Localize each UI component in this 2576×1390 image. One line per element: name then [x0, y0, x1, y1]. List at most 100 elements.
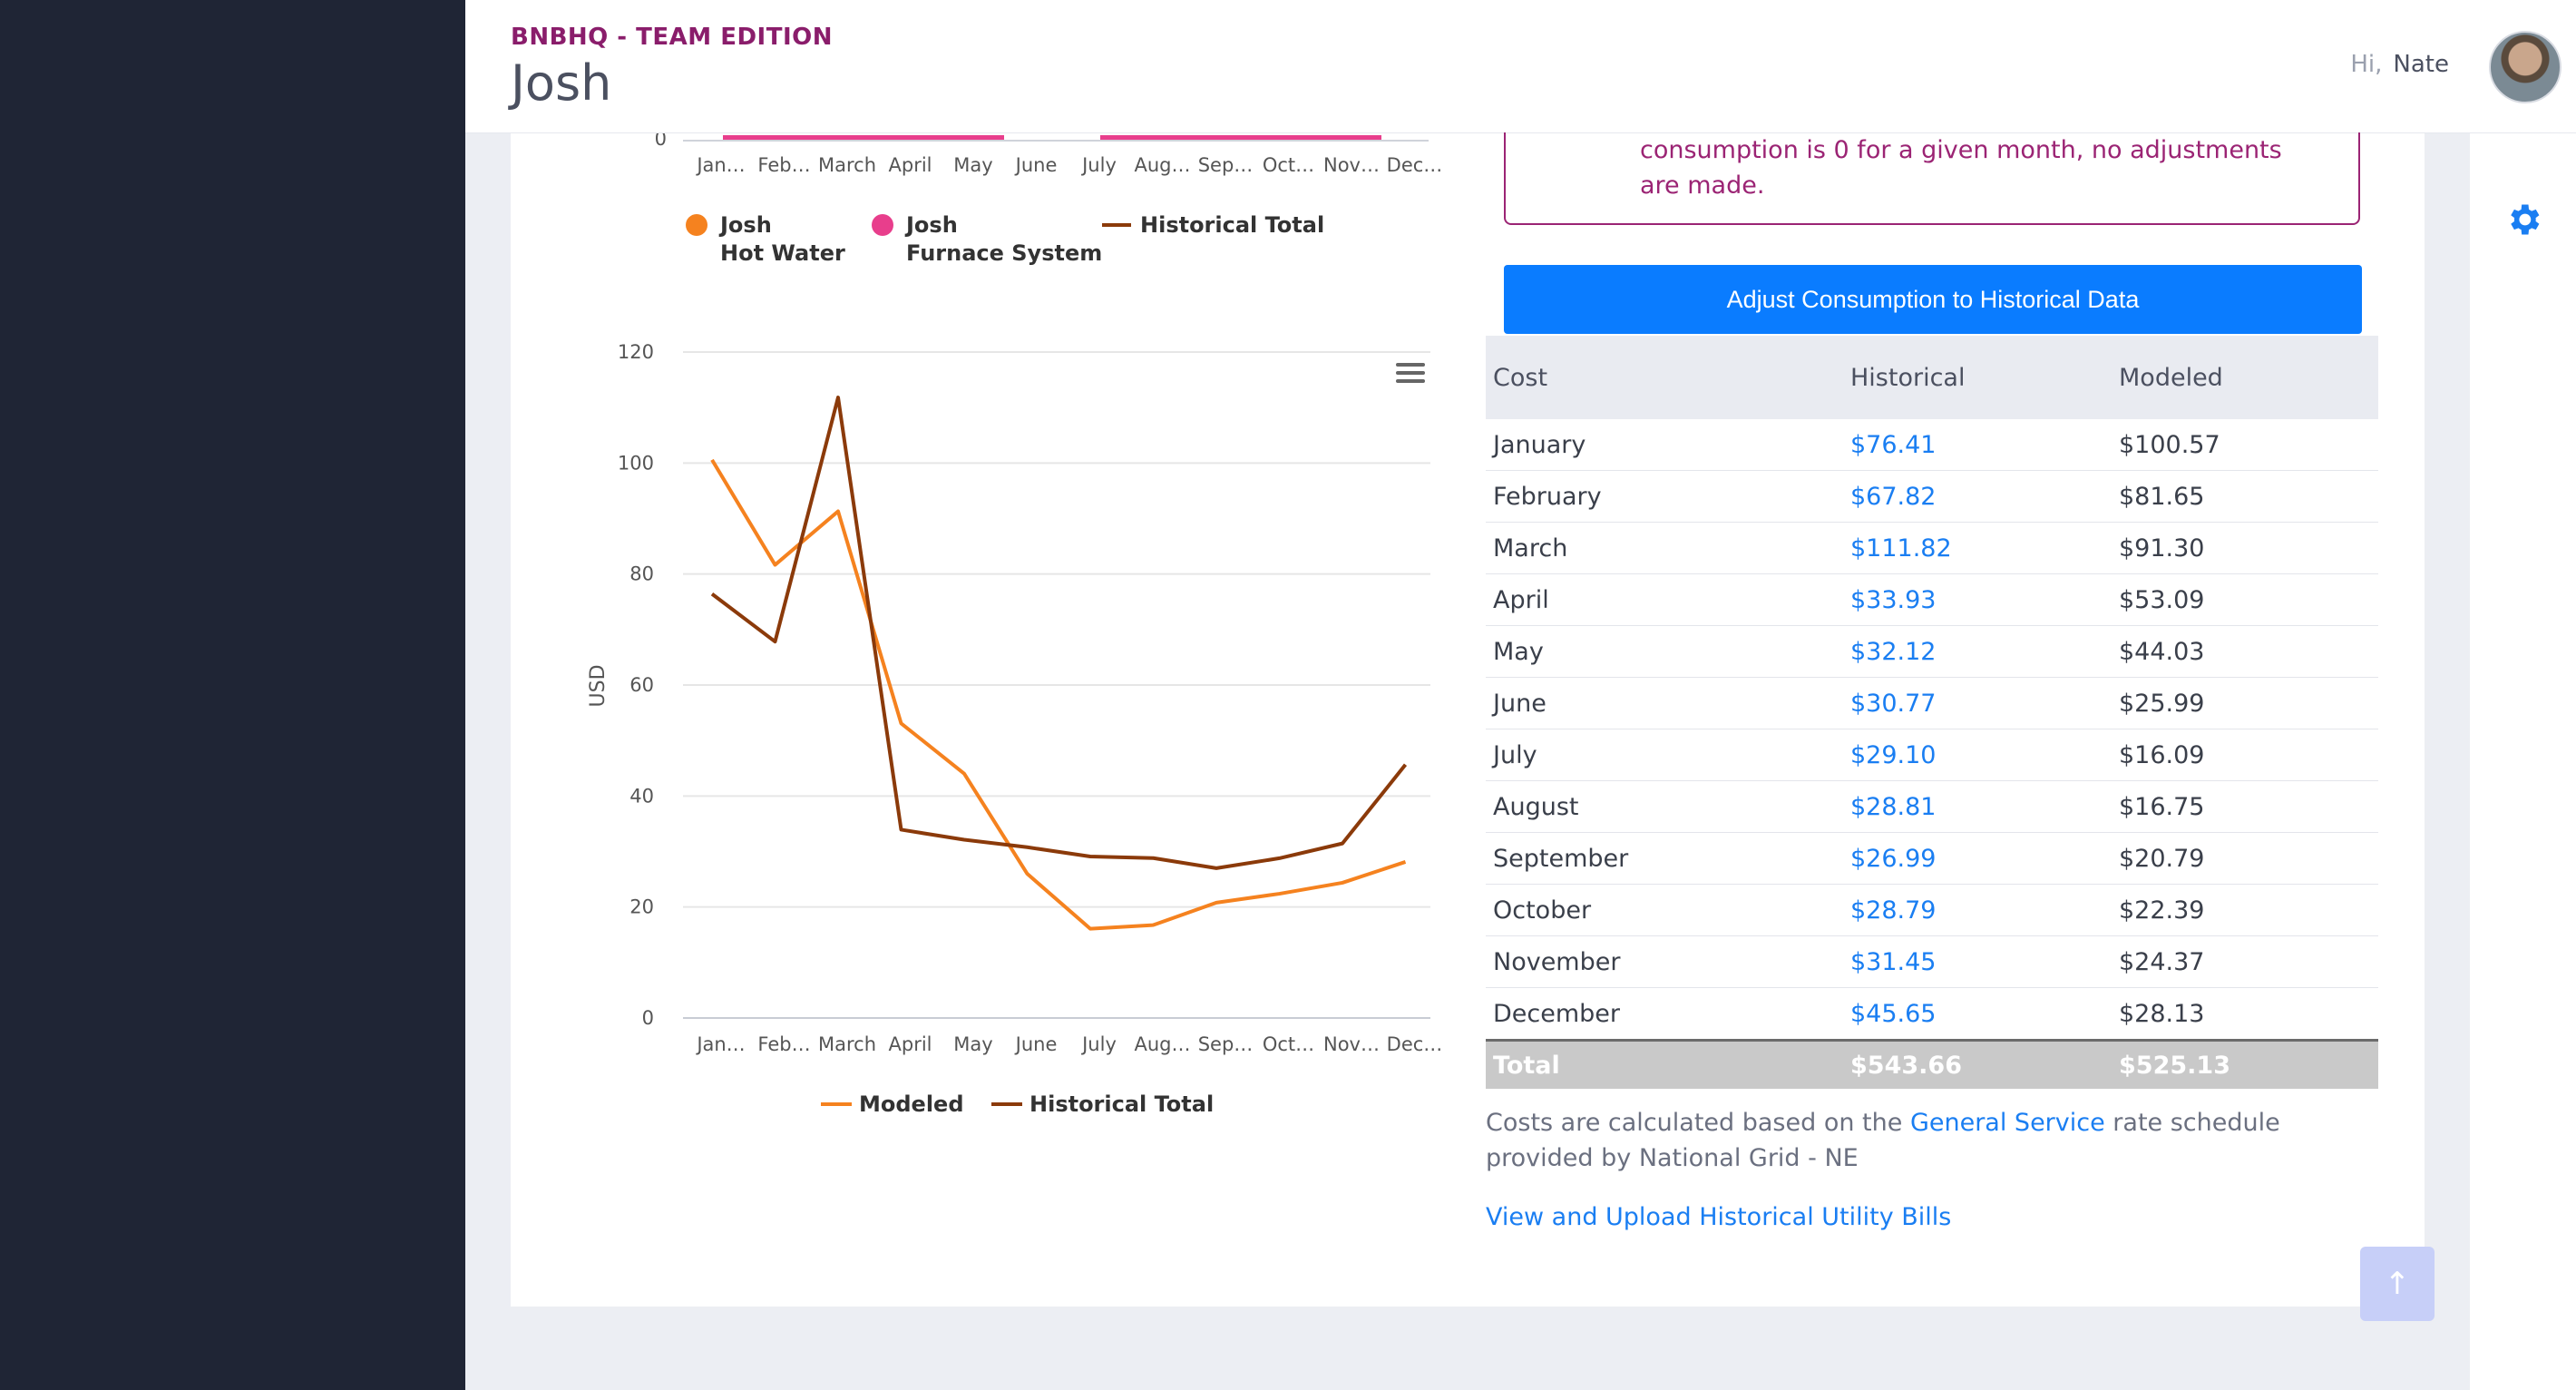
table-cell-month: April	[1486, 573, 1843, 626]
cost-table-body: January $76.41 $100.57 February $67.82 $81.65…	[1486, 419, 2378, 1089]
top-chart-x-label: Oct…	[1263, 154, 1314, 176]
table-cell-historical[interactable]: $67.82	[1843, 470, 2112, 523]
gear-icon[interactable]	[2503, 200, 2543, 240]
scroll-to-top-button[interactable]: ↑	[2360, 1247, 2435, 1321]
top-chart-x-label: March	[818, 154, 876, 176]
total-historical: $543.66	[1843, 1039, 2112, 1089]
table-cell-historical[interactable]: $28.81	[1843, 780, 2112, 833]
table-row: June $30.77 $25.99	[1486, 677, 2378, 729]
total-modeled: $525.13	[2112, 1039, 2378, 1089]
table-row: May $32.12 $44.03	[1486, 625, 2378, 678]
user-name: Nate	[2393, 51, 2449, 78]
table-cell-historical[interactable]: $30.77	[1843, 677, 2112, 729]
series-line	[710, 458, 1407, 931]
table-row: September $26.99 $20.79	[1486, 832, 2378, 885]
y-tick-label: 120	[618, 341, 654, 363]
x-tick-label: Dec…	[1387, 1033, 1443, 1055]
top-chart-x-label: Sep…	[1198, 154, 1254, 176]
footnote-prefix: Costs are calculated based on the	[1486, 1109, 1910, 1137]
series-line	[710, 396, 1408, 870]
y-axis-ticks: 0 20 40 60 80 100 120	[618, 341, 654, 1029]
table-cell-historical[interactable]: $26.99	[1843, 832, 2112, 885]
top-chart-x-label: Feb…	[757, 154, 810, 176]
chart-legend[interactable]: Modeled Historical Total	[821, 1091, 1214, 1117]
x-tick-label: Oct…	[1263, 1033, 1314, 1055]
chart-series	[710, 396, 1408, 931]
table-cell-modeled: $16.75	[2112, 780, 2378, 833]
table-cell-historical[interactable]: $31.45	[1843, 935, 2112, 988]
table-cell-month: November	[1486, 935, 1843, 988]
table-cell-month: March	[1486, 522, 1843, 574]
view-upload-bills-link[interactable]: View and Upload Historical Utility Bills	[1486, 1203, 1952, 1231]
table-cell-modeled: $91.30	[2112, 522, 2378, 574]
table-cell-modeled: $100.57	[2112, 419, 2378, 471]
table-row: August $28.81 $16.75	[1486, 780, 2378, 833]
x-tick-label: Jan…	[695, 1033, 745, 1055]
x-tick-label: May	[953, 1033, 992, 1055]
table-row: April $33.93 $53.09	[1486, 573, 2378, 626]
table-cell-modeled: $20.79	[2112, 832, 2378, 885]
general-service-link[interactable]: General Service	[1909, 1109, 2105, 1137]
table-cell-month: September	[1486, 832, 1843, 885]
table-header-modeled: Modeled	[2112, 336, 2378, 419]
x-tick-label: March	[818, 1033, 876, 1055]
table-cell-modeled: $28.13	[2112, 987, 2378, 1041]
table-cell-historical[interactable]: $76.41	[1843, 419, 2112, 471]
x-tick-label: Feb…	[757, 1033, 810, 1055]
legend-label: Josh	[718, 212, 772, 238]
legend-label: Modeled	[859, 1091, 964, 1117]
legend-label: Historical Total	[1029, 1091, 1214, 1117]
notice-box: consumption is 0 for a given month, no a…	[1504, 132, 2360, 225]
table-cell-historical[interactable]: $28.79	[1843, 884, 2112, 936]
table-cell-historical[interactable]: $29.10	[1843, 729, 2112, 781]
total-label: Total	[1486, 1039, 1843, 1089]
top-bar: BNBHQ - TEAM EDITION Josh Hi, Nate	[465, 0, 2576, 133]
avatar[interactable]	[2489, 31, 2561, 103]
top-chart-x-label: Dec…	[1387, 154, 1443, 176]
table-cell-month: October	[1486, 884, 1843, 936]
top-chart-bar	[723, 135, 1004, 140]
table-cell-historical[interactable]: $33.93	[1843, 573, 2112, 626]
table-cell-month: December	[1486, 987, 1843, 1041]
legend-marker	[686, 214, 707, 236]
legend-item[interactable]: Modeled	[821, 1091, 964, 1117]
table-cell-modeled: $81.65	[2112, 470, 2378, 523]
footnote-suffix: rate schedule provided by National Grid …	[1486, 1109, 2280, 1172]
table-cell-modeled: $16.09	[2112, 729, 2378, 781]
user-greeting[interactable]: Hi, Nate	[2350, 51, 2449, 78]
top-chart-x-label: July	[1080, 154, 1117, 176]
table-cell-modeled: $44.03	[2112, 625, 2378, 678]
top-chart-x-label: Jan…	[695, 154, 745, 176]
table-row: July $29.10 $16.09	[1486, 729, 2378, 781]
sidebar	[0, 0, 465, 1390]
table-row: October $28.79 $22.39	[1486, 884, 2378, 936]
table-cell-historical[interactable]: $45.65	[1843, 987, 2112, 1041]
table-row: January $76.41 $100.57	[1486, 419, 2378, 471]
table-cell-month: February	[1486, 470, 1843, 523]
top-chart-x-label: April	[889, 154, 932, 176]
legend-item[interactable]: Historical Total	[991, 1091, 1214, 1117]
legend-label: Historical Total	[1140, 212, 1324, 238]
y-tick-label: 80	[629, 563, 654, 585]
chart-grid	[683, 351, 1430, 1019]
x-axis-labels: Jan… Feb… March April May June July Aug… Sep… Oct…	[695, 1033, 1442, 1055]
top-chart-x-label: May	[953, 154, 992, 176]
hamburger-menu-icon[interactable]	[1396, 363, 1425, 383]
adjust-consumption-button[interactable]: Adjust Consumption to Historical Data	[1504, 265, 2362, 334]
table-cell-modeled: $25.99	[2112, 677, 2378, 729]
arrow-up-icon: ↑	[2384, 1266, 2411, 1302]
table-header-cost: Cost	[1486, 336, 1843, 419]
table-cell-historical[interactable]: $32.12	[1843, 625, 2112, 678]
y-tick-label: 100	[618, 452, 654, 474]
top-legend-item[interactable]: Historical Total	[1102, 212, 1324, 238]
table-cell-month: August	[1486, 780, 1843, 833]
table-row: December $45.65 $28.13	[1486, 987, 2378, 1041]
table-cell-historical[interactable]: $111.82	[1843, 522, 2112, 574]
top-chart-x-label: June	[1014, 154, 1058, 176]
x-tick-label: June	[1014, 1033, 1058, 1055]
y-axis-label: USD	[587, 664, 610, 707]
charts-area: 0 Jan… Feb… March April May June July Aug… Sep… O…	[587, 132, 1443, 1117]
